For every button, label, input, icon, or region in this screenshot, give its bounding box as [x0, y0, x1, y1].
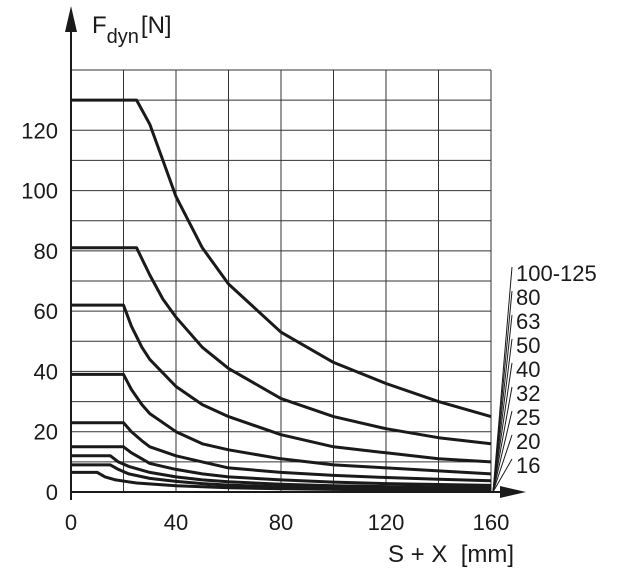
legend-leader-line	[492, 386, 513, 493]
y-tick-label: 100	[21, 179, 58, 204]
series-line	[71, 421, 492, 483]
legend-label: 100-125	[516, 261, 597, 286]
legend-label: 40	[516, 357, 540, 382]
y-axis-label-unit: [N]	[141, 12, 172, 39]
x-tick-label: 40	[164, 510, 188, 535]
legend-leader-line	[492, 338, 513, 493]
series-line	[71, 246, 492, 446]
legend-label: 80	[516, 285, 540, 310]
legend-label: 20	[516, 429, 540, 454]
series-line	[71, 470, 492, 492]
legend-label: 50	[516, 333, 540, 358]
series-line	[71, 303, 492, 464]
y-tick-label: 20	[34, 420, 58, 445]
y-tick-label: 0	[46, 480, 58, 505]
legend-leader-line	[492, 410, 513, 493]
legend-leader-line	[492, 458, 513, 493]
y-axis-label: Fdyn[N]	[92, 12, 172, 48]
series-line	[71, 445, 492, 487]
x-tick-label: 0	[65, 510, 77, 535]
legend-label: 16	[516, 453, 540, 478]
y-tick-label: 120	[21, 118, 58, 143]
y-tick-label: 80	[34, 239, 58, 264]
x-tick-label: 80	[269, 510, 293, 535]
x-axis-arrow	[500, 486, 526, 498]
x-tick-label: 120	[368, 510, 405, 535]
series-line	[71, 98, 492, 419]
legend-label: 25	[516, 405, 540, 430]
series-line	[71, 372, 492, 476]
tick-labels: 0 40 80 120 160 0 20 40 60 80 100 120	[21, 118, 509, 535]
y-tick-label: 60	[34, 299, 58, 324]
series-lines	[71, 98, 492, 492]
axes	[65, 6, 526, 500]
grid	[71, 69, 492, 492]
legend-label: 63	[516, 309, 540, 334]
legend-leader-line	[492, 434, 513, 493]
x-tick-label: 160	[473, 510, 510, 535]
x-axis-label: S + X [mm]	[388, 541, 514, 568]
legend-label: 32	[516, 381, 540, 406]
y-tick-label: 40	[34, 359, 58, 384]
y-axis-arrow	[65, 6, 77, 32]
legend-leader-line	[492, 362, 513, 493]
y-axis-label-subscript: dyn	[107, 26, 139, 48]
series-line	[71, 454, 492, 490]
